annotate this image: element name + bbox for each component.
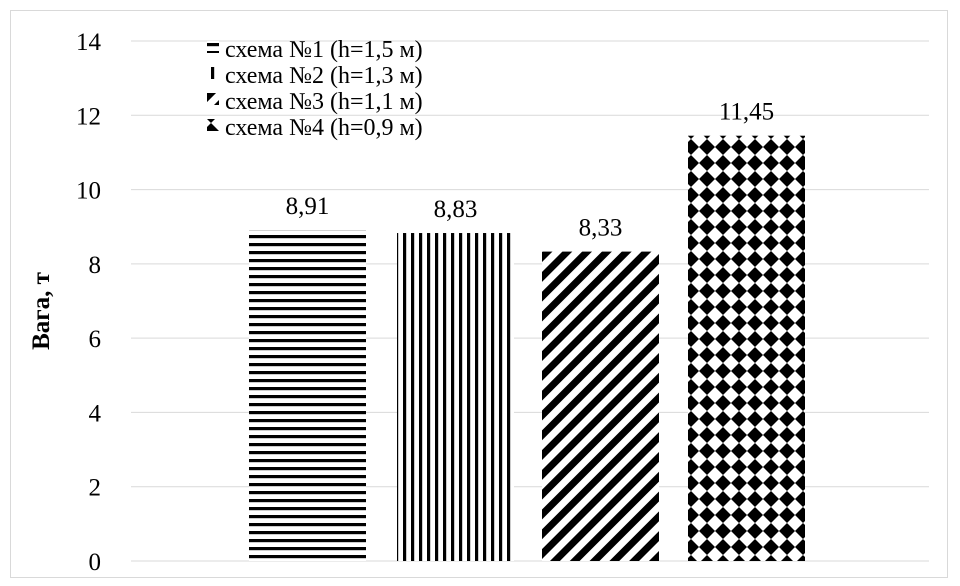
y-tick-label: 2 <box>89 475 102 502</box>
y-tick-label: 8 <box>89 252 102 279</box>
data-label: 8,91 <box>286 193 330 220</box>
y-axis-ticks: 0 2 4 6 8 10 12 14 <box>76 29 102 576</box>
chart-frame: 0 2 4 6 8 10 12 14 8,91 8,83 8,33 11,45 Вага, т сх… <box>10 10 948 578</box>
y-axis-title: Вага, т <box>28 272 55 350</box>
bar-series-2 <box>397 233 514 561</box>
legend: схема №1 (h=1,5 м)схема №2 (h=1,3 м)схем… <box>207 37 423 141</box>
y-tick-label: 10 <box>76 178 101 205</box>
bar-series-1 <box>249 230 366 562</box>
legend-swatch <box>207 67 219 79</box>
data-label: 8,33 <box>579 215 623 242</box>
y-tick-label: 12 <box>76 103 101 130</box>
data-label: 8,83 <box>434 196 478 223</box>
legend-label: схема №2 (h=1,3 м) <box>225 63 423 89</box>
bars <box>249 135 805 562</box>
y-tick-label: 0 <box>89 549 102 576</box>
bar-chart: 0 2 4 6 8 10 12 14 8,91 8,83 8,33 11,45 Вага, т сх… <box>28 29 929 576</box>
legend-swatch <box>207 41 219 53</box>
legend-label: схема №4 (h=0,9 м) <box>225 115 423 141</box>
y-tick-label: 6 <box>89 326 102 353</box>
bar-series-4 <box>688 135 805 561</box>
y-tick-label: 14 <box>76 29 102 56</box>
legend-label: схема №3 (h=1,1 м) <box>225 89 423 115</box>
legend-swatch <box>207 93 219 105</box>
data-labels: 8,91 8,83 8,33 11,45 <box>286 99 775 242</box>
y-tick-label: 4 <box>89 400 102 427</box>
data-label: 11,45 <box>719 99 774 126</box>
bar-series-3 <box>542 251 659 561</box>
legend-swatch <box>207 119 219 131</box>
legend-label: схема №1 (h=1,5 м) <box>225 37 423 63</box>
